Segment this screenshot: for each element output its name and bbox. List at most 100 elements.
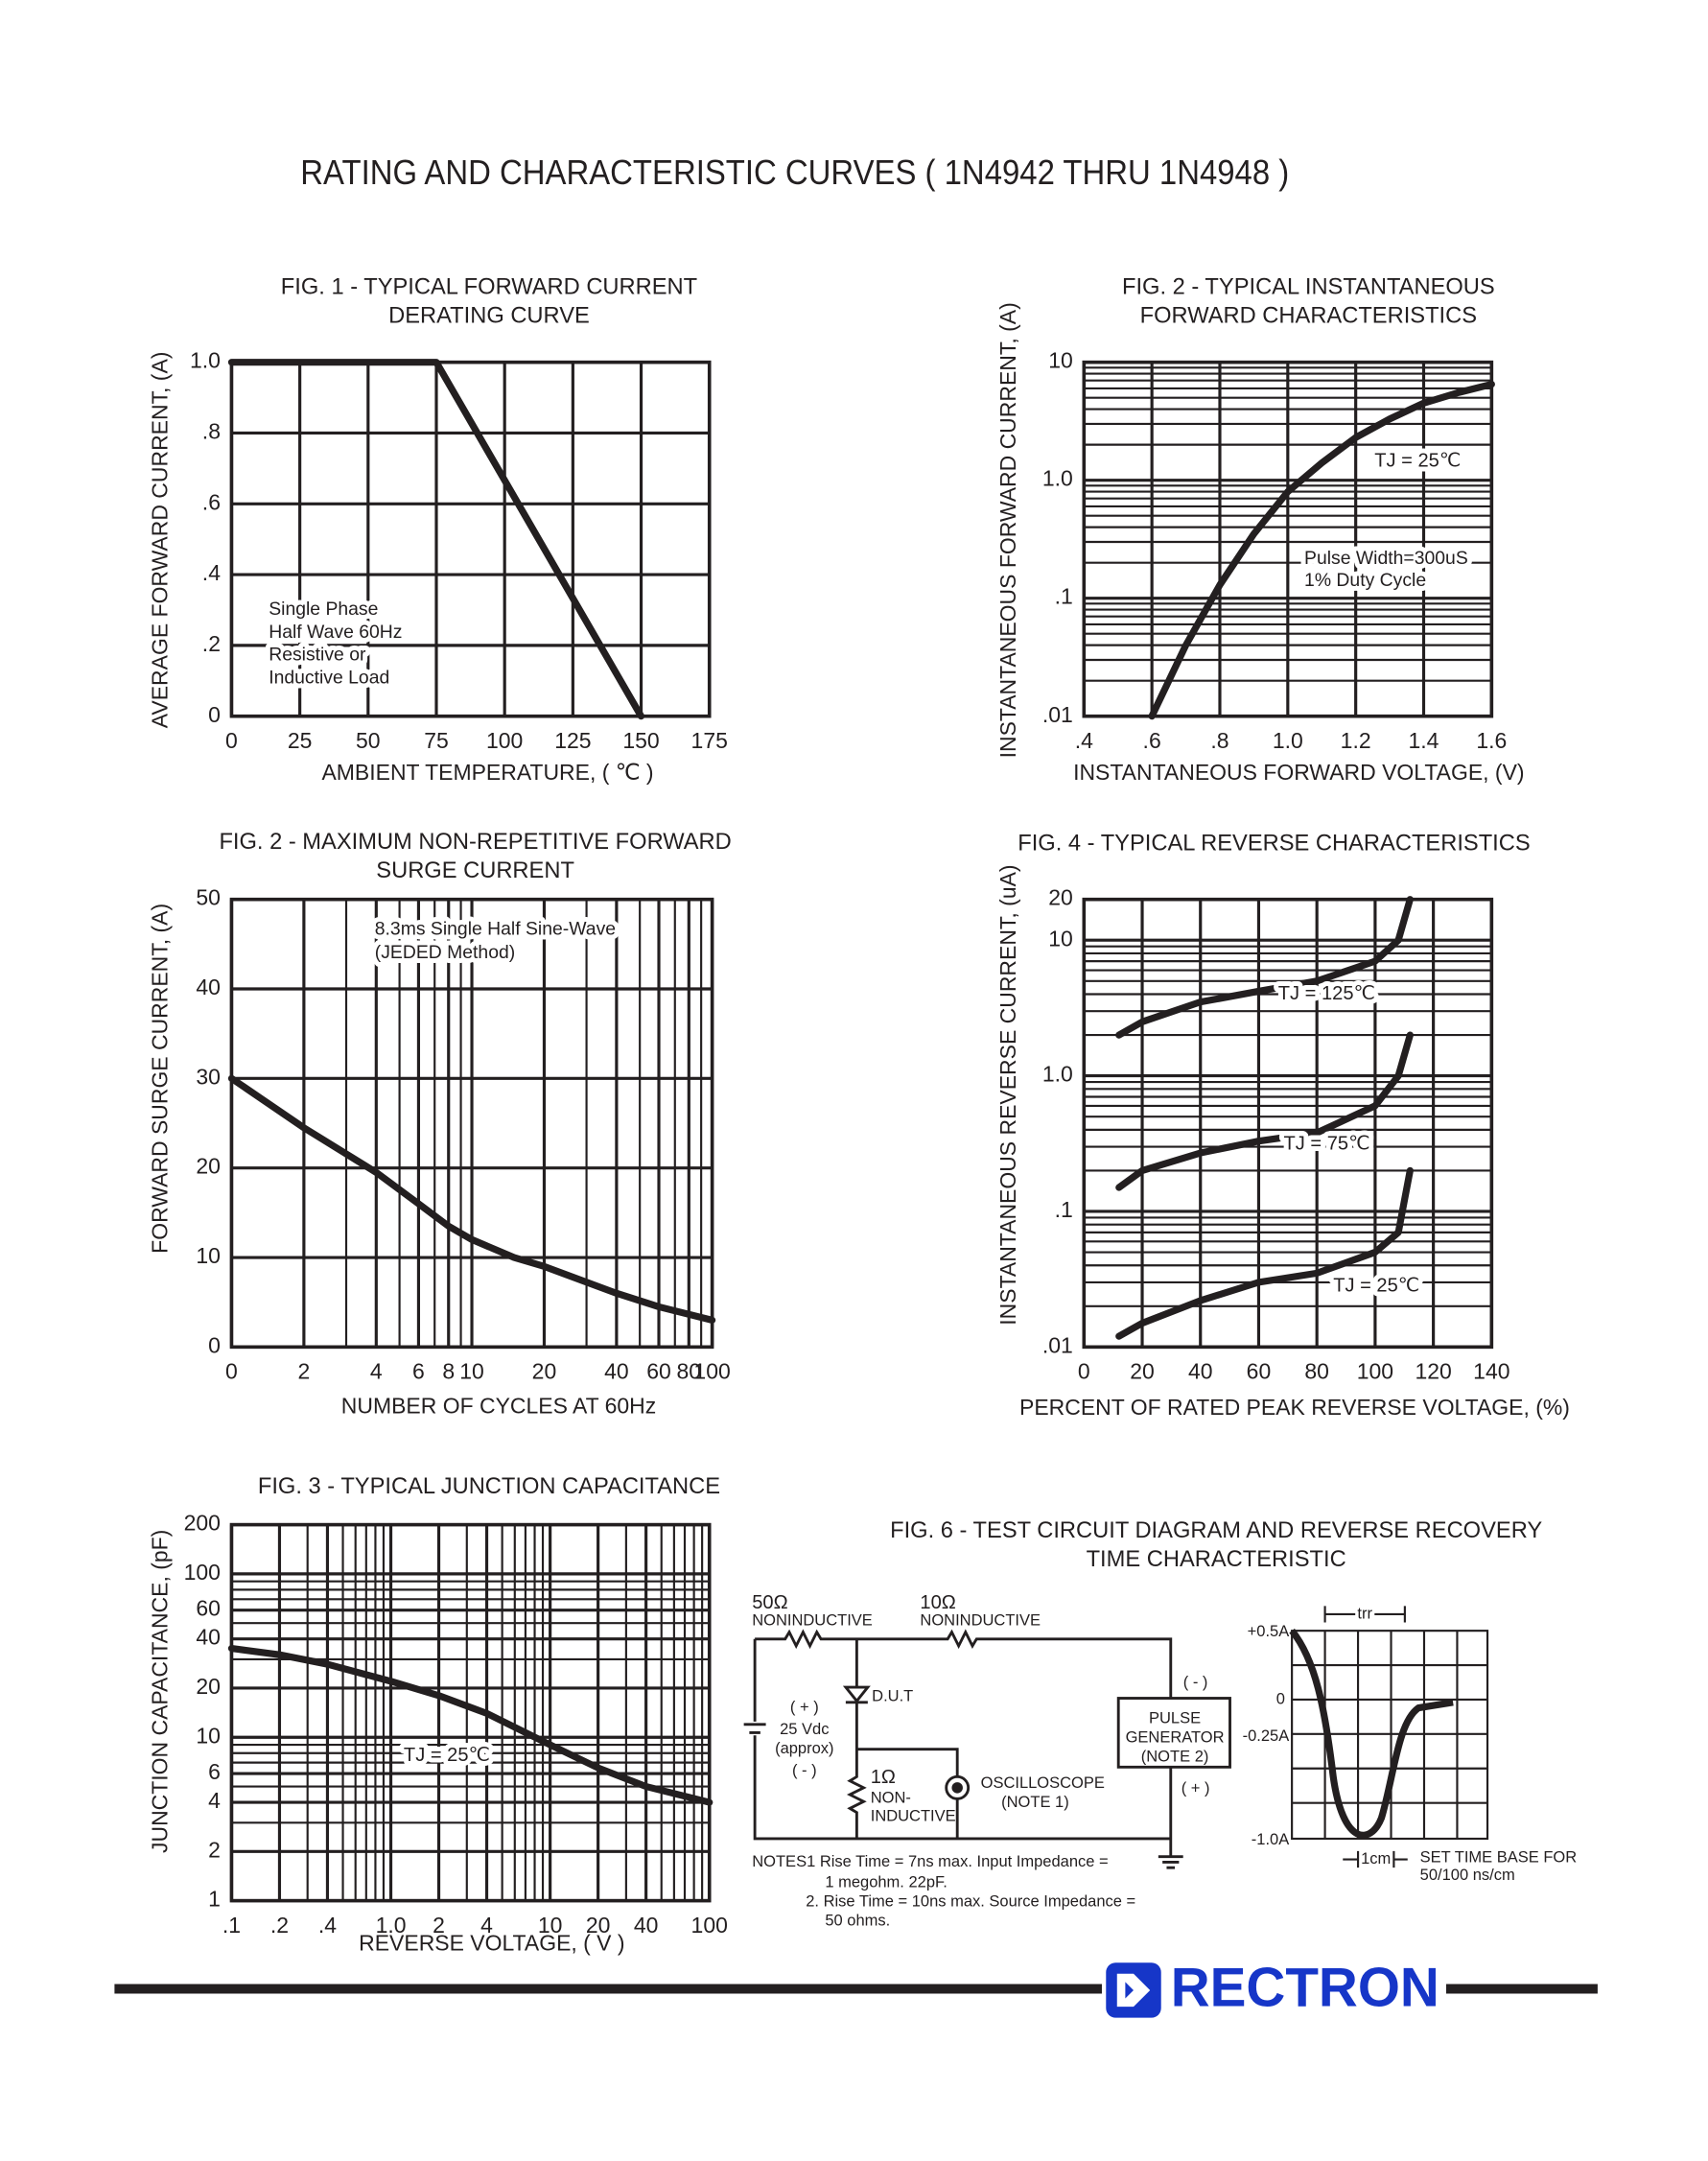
diagram-label: 50 ohms. bbox=[825, 1913, 890, 1930]
x-tick-label: 20 bbox=[1130, 1359, 1155, 1384]
x-tick-label: 40 bbox=[1188, 1359, 1213, 1384]
diagram-label: NONINDUCTIVE bbox=[752, 1611, 873, 1629]
y-tick-label: 20 bbox=[196, 1674, 221, 1699]
diagram-label: NONINDUCTIVE bbox=[920, 1611, 1041, 1629]
annotation: Inductive Load bbox=[269, 667, 389, 688]
plot-frame bbox=[229, 360, 712, 718]
diagram-label: (approx) bbox=[775, 1740, 833, 1757]
x-tick-label: 50 bbox=[356, 728, 381, 753]
curve bbox=[1115, 896, 1414, 1039]
diagram-label: (NOTE 2) bbox=[1141, 1749, 1209, 1766]
annotation: 1% Duty Cycle bbox=[1304, 570, 1426, 591]
scope-wire bbox=[856, 1748, 959, 1777]
x-tick-label: 125 bbox=[554, 728, 591, 753]
curve bbox=[1115, 1031, 1414, 1191]
y-tick-label: 20 bbox=[1048, 885, 1073, 910]
y-tick-label: 0 bbox=[208, 1332, 221, 1357]
x-axis-label: NUMBER OF CYCLES AT 60Hz bbox=[341, 1394, 656, 1419]
x-tick-label: 1.2 bbox=[1341, 728, 1371, 753]
x-tick-label: 25 bbox=[288, 728, 313, 753]
x-tick-label: 20 bbox=[532, 1359, 557, 1384]
y-tick-label: 20 bbox=[196, 1154, 221, 1179]
y-axis-label: INSTANTANEOUS FORWARD CURRENT, (A) bbox=[995, 302, 1020, 758]
x-tick-label: 20 bbox=[586, 1913, 611, 1938]
y-tick-label: .1 bbox=[1055, 1197, 1073, 1222]
diagram-label: ( - ) bbox=[792, 1762, 817, 1779]
x-tick-label: 100 bbox=[486, 728, 523, 753]
chart-title: FIG. 2 - TYPICAL INSTANTANEOUS bbox=[1122, 274, 1495, 299]
x-tick-label: .4 bbox=[318, 1913, 337, 1938]
x-tick-label: 120 bbox=[1415, 1359, 1451, 1384]
test-circuit bbox=[743, 1606, 1489, 1869]
oscilloscope-core bbox=[951, 1782, 963, 1794]
x-tick-label: 140 bbox=[1473, 1359, 1509, 1384]
curve bbox=[1115, 1166, 1414, 1340]
x-tick-label: 2 bbox=[433, 1913, 445, 1938]
footer: RECTRON bbox=[114, 1958, 1598, 2019]
series-label: TJ = 25℃ bbox=[404, 1745, 490, 1766]
x-tick-label: 10 bbox=[459, 1359, 484, 1384]
wire bbox=[755, 1629, 1173, 1699]
chart-title: FIG. 2 - MAXIMUM NON-REPETITIVE FORWARD bbox=[219, 830, 731, 855]
x-tick-label: 175 bbox=[691, 728, 728, 753]
diagram-label: 50Ω bbox=[752, 1592, 787, 1613]
y-tick-label: .2 bbox=[202, 631, 221, 656]
x-tick-label: .4 bbox=[1075, 728, 1093, 753]
x-tick-label: .8 bbox=[1210, 728, 1228, 753]
curve bbox=[227, 1644, 714, 1806]
y-tick-label: 1.0 bbox=[1042, 1062, 1073, 1087]
x-tick-label: 150 bbox=[622, 728, 659, 753]
diagram-label: 25 Vdc bbox=[780, 1721, 829, 1738]
x-tick-label: 6 bbox=[412, 1359, 425, 1384]
y-tick-label: 1.0 bbox=[190, 348, 221, 373]
x-tick-label: 1.0 bbox=[1273, 728, 1303, 753]
dut-wire bbox=[842, 1638, 871, 1839]
diagram-label: NOTES1 Rise Time = 7ns max. Input Impeda… bbox=[752, 1853, 1108, 1870]
series-label: TJ = 25℃ bbox=[1333, 1275, 1419, 1296]
annotation: Half Wave 60Hz bbox=[269, 622, 402, 643]
x-axis-label: INSTANTANEOUS FORWARD VOLTAGE, (V) bbox=[1073, 760, 1524, 785]
diagram-label: -0.25A bbox=[1243, 1727, 1290, 1745]
x-tick-label: 0 bbox=[225, 728, 238, 753]
x-tick-label: 1.4 bbox=[1409, 728, 1439, 753]
y-axis-label: FORWARD SURGE CURRENT, (A) bbox=[147, 904, 172, 1254]
x-tick-label: 100 bbox=[691, 1913, 728, 1938]
diagram-label: 1 megohm. 22pF. bbox=[825, 1873, 948, 1891]
diagram-label: (NOTE 1) bbox=[1001, 1794, 1069, 1811]
y-tick-label: .1 bbox=[1055, 584, 1073, 609]
annotation: Single Phase bbox=[269, 599, 378, 620]
chart-title: SURGE CURRENT bbox=[376, 858, 574, 883]
x-tick-label: 0 bbox=[225, 1359, 238, 1384]
x-tick-label: 0 bbox=[1078, 1359, 1090, 1384]
x-tick-label: 100 bbox=[693, 1359, 730, 1384]
brand: RECTRON bbox=[1171, 1958, 1439, 2019]
diagram-label: ( + ) bbox=[790, 1699, 819, 1716]
series-label: TJ = 125℃ bbox=[1278, 983, 1375, 1004]
battery-wire bbox=[743, 1638, 1171, 1841]
diagram-label: PULSE bbox=[1149, 1709, 1201, 1726]
pulse-generator bbox=[1116, 1697, 1231, 1769]
y-tick-label: 60 bbox=[196, 1596, 221, 1621]
diagram-label: 1Ω bbox=[871, 1767, 896, 1788]
y-tick-label: 40 bbox=[196, 975, 221, 999]
x-tick-label: 80 bbox=[1304, 1359, 1329, 1384]
x-axis-label: PERCENT OF RATED PEAK REVERSE VOLTAGE, (… bbox=[1019, 1395, 1570, 1420]
curve bbox=[227, 359, 645, 720]
diagram-label: ( - ) bbox=[1183, 1674, 1208, 1691]
x-axis-label: REVERSE VOLTAGE, ( V ) bbox=[359, 1931, 624, 1956]
y-tick-label: 1 bbox=[208, 1887, 221, 1912]
y-tick-label: 10 bbox=[196, 1723, 221, 1748]
diagram-label: SET TIME BASE FOR bbox=[1420, 1848, 1578, 1866]
figure-title: TIME CHARACTERISTIC bbox=[1087, 1547, 1346, 1572]
x-tick-label: .6 bbox=[1143, 728, 1161, 753]
diagram-label: 10Ω bbox=[920, 1592, 955, 1613]
x-tick-label: 1.6 bbox=[1476, 728, 1507, 753]
figure-title: FIG. 6 - TEST CIRCUIT DIAGRAM AND REVERS… bbox=[890, 1518, 1542, 1543]
plot-frame bbox=[1082, 897, 1494, 1350]
annotation: (JEDED Method) bbox=[375, 942, 515, 963]
x-tick-label: 1.0 bbox=[376, 1913, 407, 1938]
x-tick-label: 4 bbox=[480, 1913, 493, 1938]
diagram-label: OSCILLOSCOPE bbox=[981, 1774, 1105, 1792]
x-tick-label: 75 bbox=[424, 728, 449, 753]
